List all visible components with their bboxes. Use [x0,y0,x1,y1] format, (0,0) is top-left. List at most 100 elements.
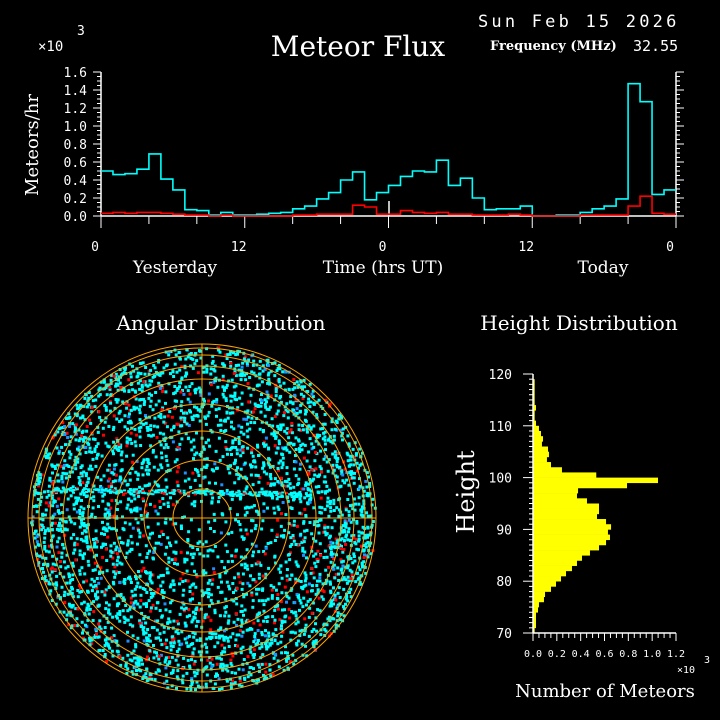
scatter-point [69,520,73,524]
scatter-point [124,402,128,406]
scatter-point [342,614,346,618]
scatter-point [231,411,234,415]
scatter-point [343,519,347,523]
scatter-point [62,610,66,614]
scatter-point [296,385,300,389]
scatter-point [295,524,299,528]
scatter-point [117,449,121,452]
scatter-point [81,481,85,485]
scatter-point [233,438,237,441]
scatter-point [128,522,132,526]
scatter-point [85,425,89,428]
scatter-point [229,464,232,468]
scatter-point [169,644,173,648]
scatter-point [224,605,228,609]
scatter-point [257,383,261,387]
scatter-point [285,480,289,484]
scatter-point [340,431,344,435]
scatter-point [70,604,74,608]
scatter-point [134,490,138,493]
scatter-point [124,663,128,667]
scatter-point [199,388,203,392]
scatter-point [281,423,285,427]
scatter-point [203,616,207,620]
scatter-point [139,425,143,429]
scatter-point [266,360,270,364]
scatter-point [321,422,325,426]
scatter-point [224,353,228,357]
scatter-point [270,417,274,421]
scatter-point [195,619,199,623]
scatter-point [103,515,107,519]
scatter-point [250,529,253,533]
scatter-point [278,570,282,574]
scatter-point [236,572,240,576]
scatter-point [126,667,130,671]
scatter-point [197,386,201,390]
scatter-point [166,621,170,625]
scatter-point [64,520,68,524]
scatter-point [289,536,293,540]
scatter-point [154,619,158,623]
y-tick-label: 1.4 [64,84,88,99]
scatter-point [156,619,160,623]
scatter-point [327,438,330,442]
scatter-point [134,397,138,401]
scatter-point [60,503,64,507]
scatter-point [325,484,329,488]
scatter-point [357,486,361,490]
scatter-point [209,598,213,602]
scatter-point [95,456,99,460]
scatter-point [193,493,197,496]
scatter-point [354,580,358,584]
scatter-point [126,653,130,657]
scatter-point [250,591,254,595]
scatter-point [233,394,237,398]
scatter-point [223,566,226,570]
scatter-point [273,374,277,378]
scatter-point [302,487,306,491]
scatter-point [242,417,246,421]
scatter-point [151,449,155,452]
scatter-point [274,435,278,439]
scatter-point [181,580,185,583]
scatter-point [77,428,81,432]
scatter-point [319,449,323,453]
scatter-point [231,654,235,658]
scatter-point [237,490,241,493]
scatter-point [65,472,69,476]
scatter-point [344,525,348,529]
scatter-point [165,425,169,429]
scatter-point [63,590,67,594]
scatter-point [187,494,191,498]
scatter-point [286,499,290,503]
scatter-point [254,642,258,646]
scatter-point [134,645,138,649]
scatter-point [193,478,197,482]
scatter-point [240,374,244,378]
scatter-point [157,657,161,661]
scatter-point [212,469,216,473]
scatter-point [115,649,119,653]
scatter-point [196,470,200,474]
scatter-point [73,541,77,545]
scatter-point [268,474,272,478]
scatter-point [97,622,101,626]
scatter-point [50,523,54,527]
scatter-point [68,518,72,522]
scatter-point [253,635,257,638]
scatter-point [298,634,302,637]
scatter-point [149,606,153,610]
scatter-point [59,527,63,531]
scatter-point [122,386,126,390]
scatter-point [341,479,345,483]
scatter-point [93,450,97,453]
scatter-point [195,575,199,579]
scatter-point [305,390,309,393]
scatter-point [294,460,298,464]
scatter-point [301,546,305,550]
scatter-point [147,536,151,540]
scatter-point [242,613,245,617]
scatter-point [77,515,81,519]
scatter-point [258,359,262,363]
